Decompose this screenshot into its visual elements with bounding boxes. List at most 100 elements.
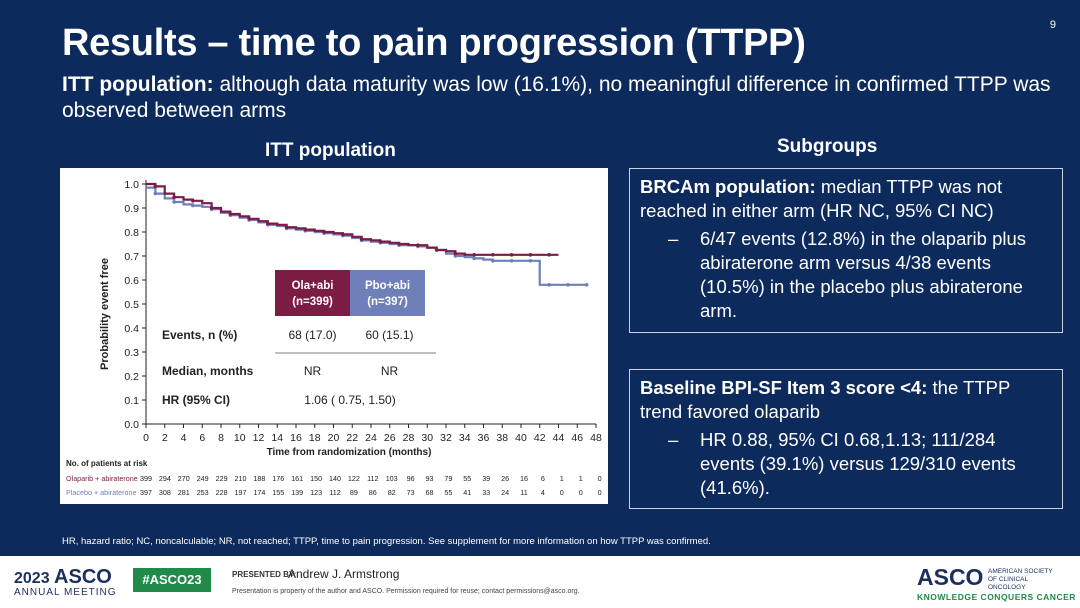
at-risk-value: 11 (520, 488, 527, 497)
x-tick-label: 28 (403, 432, 415, 444)
at-risk-value: 176 (272, 474, 284, 483)
censor-mark (509, 259, 514, 263)
x-tick-label: 34 (459, 432, 471, 444)
bpi-bullet-text: HR 0.88, 95% CI 0.68,1.13; 111/284 event… (700, 429, 1016, 498)
censor-mark (284, 225, 289, 229)
censor-mark (378, 239, 383, 244)
at-risk-row-label: Placebo + abiraterone (66, 488, 137, 497)
at-risk-value: 281 (178, 488, 190, 497)
brca-bullet: –6/47 events (12.8%) in the olaparib plu… (640, 227, 1052, 323)
at-risk-value: 68 (426, 488, 434, 497)
censor-mark (191, 199, 195, 203)
censor-mark (266, 221, 270, 226)
table-row-label: Events, n (%) (162, 328, 237, 342)
censor-mark (153, 191, 158, 196)
table-header-ola-n: (n=399) (292, 296, 333, 308)
asco-org-name: AMERICAN SOCIETY OF CLINICAL ONCOLOGY (988, 568, 1053, 591)
at-risk-value: 397 (140, 488, 152, 497)
at-risk-value: 188 (253, 474, 265, 483)
y-tick-label: 1.0 (124, 179, 139, 191)
itt-heading: ITT population (265, 140, 396, 161)
table-row-label: HR (95% CI) (162, 393, 230, 407)
x-tick-label: 30 (421, 432, 433, 444)
censor-mark (191, 203, 195, 208)
at-risk-value: 1 (579, 474, 583, 483)
at-risk-value: 0 (579, 488, 583, 497)
footer-presented-by: PRESENTED BY: (232, 570, 297, 579)
km-chart: 0.0 0.1 0.2 0.3 0.4 0.5 0.6 0.7 0.8 0.9 1.0 0 2 4 6 8 10… (60, 168, 608, 504)
censor-mark (416, 243, 420, 247)
x-tick-label: 0 (143, 432, 149, 444)
x-tick-label: 46 (571, 432, 583, 444)
table-cell-combined: 1.06 ( 0.75, 1.50) (304, 393, 395, 407)
at-risk-value: 197 (235, 488, 247, 497)
at-risk-value: 294 (159, 474, 171, 483)
table-header-pbo-n: (n=397) (367, 296, 408, 308)
y-tick-label: 0.6 (124, 275, 139, 287)
x-tick-label: 18 (309, 432, 321, 444)
censor-mark (341, 232, 345, 237)
censor-mark (172, 200, 176, 204)
table-row-label: Median, months (162, 364, 254, 378)
y-tick-label: 0.3 (124, 347, 139, 359)
x-tick-label: 8 (218, 432, 224, 444)
censor-mark (453, 251, 458, 256)
slide-subtitle: ITT population: although data maturity w… (62, 72, 1052, 124)
at-risk-value: 33 (482, 488, 490, 497)
at-risk-value: 270 (178, 474, 190, 483)
censor-mark (228, 212, 233, 216)
x-tick-label: 32 (440, 432, 452, 444)
at-risk-title: No. of patients at risk (66, 459, 148, 468)
footer-legal: Presentation is property of the author a… (232, 588, 580, 595)
x-tick-label: 12 (253, 432, 265, 444)
censor-mark (547, 283, 551, 287)
at-risk-value: 24 (501, 488, 509, 497)
footer-asco: ASCO (54, 566, 112, 588)
at-risk-value: 112 (329, 488, 340, 497)
at-risk-value: 4 (541, 488, 545, 497)
at-risk-value: 73 (407, 488, 415, 497)
slide-title: Results – time to pain progression (TTPP… (62, 22, 806, 64)
table-header-ola-name: Ola+abi (292, 280, 334, 292)
at-risk-value: 308 (159, 488, 171, 497)
censor-mark (153, 184, 158, 189)
table-cell-ola: NR (304, 364, 322, 378)
censor-mark (584, 283, 589, 287)
at-risk-value: 26 (501, 474, 509, 483)
at-risk-row-label: Olaparib + abiraterone (66, 474, 138, 483)
table-cell-ola: 68 (17.0) (288, 328, 336, 342)
y-tick-label: 0.4 (124, 323, 139, 335)
x-tick-label: 22 (346, 432, 358, 444)
brca-dash: – (668, 228, 679, 249)
at-risk-value: 0 (598, 488, 602, 497)
censor-mark (547, 253, 551, 257)
x-tick-label: 20 (328, 432, 340, 444)
brca-box: BRCAm population: median TTPP was not re… (629, 168, 1063, 333)
at-risk-value: 93 (426, 474, 434, 483)
at-risk-value: 0 (598, 474, 602, 483)
at-risk-value: 1 (560, 474, 564, 483)
y-tick-label: 0.0 (124, 419, 139, 431)
table-cell-pbo: NR (381, 364, 399, 378)
y-tick-label: 0.2 (124, 371, 139, 383)
at-risk-value: 174 (253, 488, 265, 497)
bpi-bullet: – HR 0.88, 95% CI 0.68,1.13; 111/284 even… (640, 428, 1052, 500)
series-line (146, 182, 559, 256)
at-risk-value: 155 (272, 488, 284, 497)
censor-mark (472, 256, 476, 261)
at-risk-value: 89 (350, 488, 358, 497)
censor-mark (247, 217, 251, 221)
footer-annual-meeting: ANNUAL MEETING (14, 587, 117, 598)
brca-bullet-text: 6/47 events (12.8%) in the olaparib plus… (700, 228, 1027, 321)
censor-mark (491, 253, 495, 257)
y-axis-label: Probability event free (99, 258, 111, 370)
at-risk-value: 123 (310, 488, 322, 497)
footer-year: 2023 (14, 570, 50, 587)
asco-tagline: KNOWLEDGE CONQUERS CANCER (917, 592, 1076, 602)
at-risk-value: 210 (235, 474, 247, 483)
x-tick-label: 24 (365, 432, 377, 444)
censor-mark (209, 206, 214, 210)
y-tick-label: 0.8 (124, 227, 139, 239)
censor-mark (509, 253, 514, 257)
at-risk-value: 96 (407, 474, 415, 483)
